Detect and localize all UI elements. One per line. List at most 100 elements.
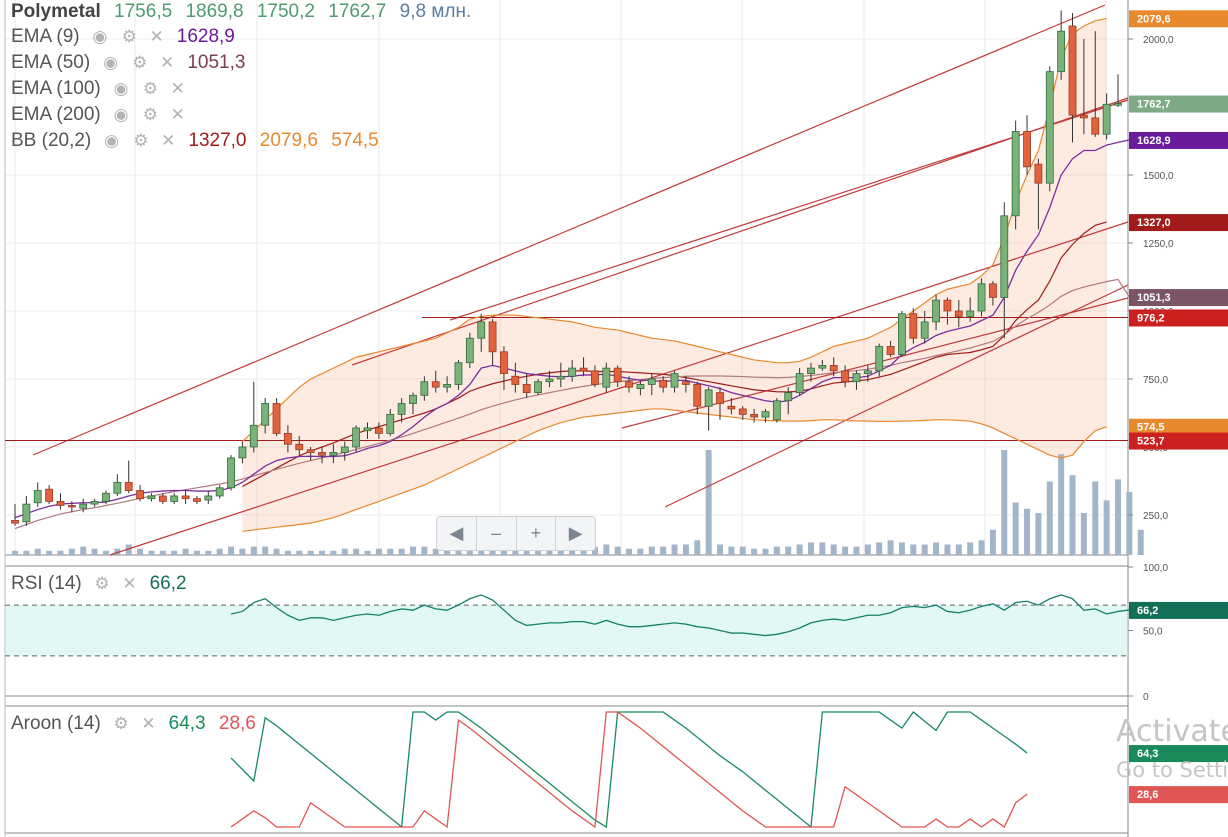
candle-body bbox=[522, 384, 531, 394]
scroll-right-button[interactable]: ▶ bbox=[568, 523, 583, 543]
candle-body bbox=[966, 310, 975, 317]
candle-body bbox=[465, 337, 474, 364]
candle-body bbox=[386, 413, 395, 434]
trend-line bbox=[664, 284, 1129, 508]
volume-bar bbox=[444, 548, 451, 555]
gear-icon[interactable]: ⚙ bbox=[113, 714, 129, 733]
eye-icon[interactable]: ◉ bbox=[92, 27, 108, 46]
volume-bar bbox=[921, 544, 928, 555]
volume-bar bbox=[978, 540, 985, 555]
close-icon[interactable]: ✕ bbox=[122, 574, 137, 593]
zoom-out-button[interactable]: – bbox=[477, 517, 517, 550]
instrument-name: Polymetal bbox=[11, 1, 101, 22]
close-icon[interactable]: ✕ bbox=[141, 714, 156, 733]
candle-body bbox=[568, 367, 577, 377]
gear-icon[interactable]: ⚙ bbox=[133, 131, 149, 150]
legend-value: 1628,9 bbox=[176, 26, 235, 47]
volume-bar bbox=[512, 548, 519, 555]
candle-body bbox=[852, 373, 861, 383]
candle-body bbox=[920, 321, 929, 339]
volume-bar bbox=[250, 546, 257, 555]
gear-icon[interactable]: ⚙ bbox=[132, 53, 148, 72]
close-icon[interactable]: ✕ bbox=[170, 79, 185, 98]
price-tag bbox=[1129, 214, 1228, 232]
watermark-line1: Activate bbox=[1116, 714, 1228, 749]
candle-body bbox=[1000, 215, 1009, 298]
volume-bar bbox=[1001, 450, 1008, 555]
axis-tick-label: 1500,0 bbox=[1143, 171, 1174, 182]
legend-ema9: EMA (9) ◉ ⚙ ✕ 1628,9 bbox=[11, 26, 235, 48]
axis-tick-label: 0 bbox=[1143, 692, 1149, 703]
quote-high: 1869,8 bbox=[185, 1, 244, 22]
close-icon[interactable]: ✕ bbox=[170, 105, 185, 124]
zoom-in-button[interactable]: + bbox=[517, 517, 557, 550]
axis-tick-label: 1250,0 bbox=[1143, 239, 1174, 250]
rsi-line bbox=[230, 594, 1130, 637]
candle-body bbox=[761, 411, 770, 418]
volume-bar bbox=[944, 544, 951, 555]
price-tag-label: 1051,3 bbox=[1137, 292, 1171, 304]
close-icon[interactable]: ✕ bbox=[161, 131, 176, 150]
candle-body bbox=[784, 392, 793, 402]
legend-label: RSI (14) bbox=[11, 573, 82, 594]
volume-bar bbox=[273, 548, 280, 555]
volume-bar bbox=[228, 546, 235, 555]
price-tag-label: 574,5 bbox=[1137, 422, 1165, 434]
watermark-line2: Go to Setti bbox=[1116, 758, 1228, 782]
price-tag bbox=[1129, 95, 1228, 113]
candle-body bbox=[397, 403, 406, 415]
volume-bar bbox=[785, 546, 792, 555]
eye-icon[interactable]: ◉ bbox=[113, 79, 129, 98]
axis-tick-label: 100,0 bbox=[1143, 563, 1168, 574]
volume-bar bbox=[717, 544, 724, 555]
legend-aroon: Aroon (14) ⚙ ✕ 64,3 28,6 bbox=[11, 713, 256, 735]
gear-icon[interactable]: ⚙ bbox=[142, 79, 158, 98]
close-icon[interactable]: ✕ bbox=[160, 53, 175, 72]
rsi-tag-label: 66,2 bbox=[1137, 605, 1158, 617]
candle-body bbox=[909, 313, 918, 339]
eye-icon[interactable]: ◉ bbox=[113, 105, 129, 124]
volume-bar bbox=[1126, 492, 1133, 555]
close-icon[interactable]: ✕ bbox=[149, 27, 164, 46]
volume-bar bbox=[68, 548, 75, 555]
volume-bar bbox=[694, 540, 701, 555]
volume-bar bbox=[1137, 529, 1144, 555]
price-tags: 2079,6 1762,7 1628,9 1327,0 1051,3 976,2 574,5… bbox=[1129, 10, 1228, 804]
candle-body bbox=[409, 394, 417, 404]
volume-bar bbox=[23, 550, 30, 555]
candle-body bbox=[886, 345, 895, 355]
gear-icon[interactable]: ⚙ bbox=[94, 574, 110, 593]
quote-legend: Polymetal 1756,5 1869,8 1750,2 1762,7 9,… bbox=[11, 1, 471, 23]
candle-body bbox=[136, 490, 144, 500]
axis-tick-label: 50,0 bbox=[1143, 627, 1163, 638]
candle-body bbox=[113, 481, 122, 494]
aroon-up-line bbox=[230, 711, 1028, 829]
volume-bar bbox=[1024, 508, 1031, 555]
volume-bar bbox=[159, 550, 166, 555]
candle-body bbox=[625, 381, 633, 388]
rsi-panel bbox=[5, 594, 1130, 657]
candle-body bbox=[943, 299, 952, 312]
quote-open: 1756,5 bbox=[114, 1, 173, 22]
volume-bar bbox=[319, 550, 326, 555]
volume-bar bbox=[398, 548, 405, 555]
candle-body bbox=[238, 446, 247, 459]
gear-icon[interactable]: ⚙ bbox=[121, 27, 137, 46]
candle-body bbox=[1079, 114, 1088, 119]
ema50-line bbox=[14, 278, 1130, 530]
volume-bar bbox=[955, 544, 962, 555]
candle-body bbox=[932, 299, 940, 323]
volume-bar bbox=[353, 548, 360, 555]
gear-icon[interactable]: ⚙ bbox=[142, 105, 158, 124]
candle-body bbox=[284, 432, 292, 445]
eye-icon[interactable]: ◉ bbox=[104, 131, 119, 150]
volume-bar bbox=[728, 546, 735, 555]
trend-line bbox=[109, 221, 1129, 556]
scroll-left-button[interactable]: ◀ bbox=[437, 517, 477, 550]
legend-value-up: 64,3 bbox=[168, 713, 206, 734]
volume-bar bbox=[409, 546, 416, 555]
candle-body bbox=[977, 283, 986, 312]
eye-icon[interactable]: ◉ bbox=[103, 53, 118, 72]
candle-body bbox=[829, 364, 838, 372]
aroon-down-tag bbox=[1129, 786, 1228, 804]
